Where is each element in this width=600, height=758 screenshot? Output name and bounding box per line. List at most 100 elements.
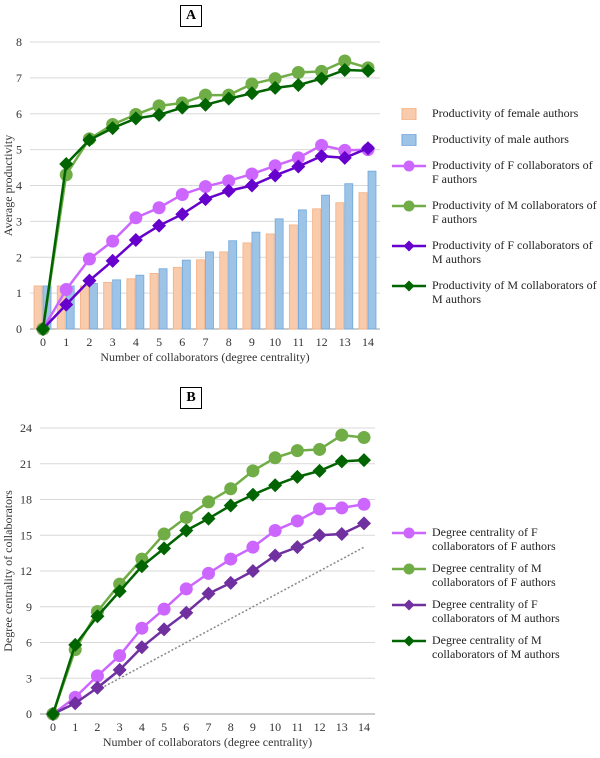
- x-tick-label: 13: [336, 720, 348, 734]
- data-point: [313, 502, 327, 516]
- bar: [205, 251, 214, 330]
- bar: [242, 242, 252, 330]
- data-point: [361, 141, 375, 156]
- legend-item: Degree centrality of M collaborators of …: [392, 561, 597, 589]
- data-point: [90, 680, 105, 695]
- y-tick-label: 1: [16, 286, 22, 300]
- x-tick-label: 14: [362, 335, 374, 349]
- data-point: [357, 431, 371, 445]
- legend-label: Degree centrality of F collaborators of …: [432, 525, 556, 553]
- x-tick-label: 14: [358, 720, 370, 734]
- bar: [321, 194, 330, 330]
- legend-marker: [403, 599, 415, 611]
- x-tick-label: 0: [50, 720, 56, 734]
- bar: [219, 251, 229, 330]
- legend-swatch: [401, 134, 417, 146]
- x-tick-label: 4: [133, 335, 139, 349]
- x-tick-label: 7: [206, 720, 212, 734]
- data-point: [105, 121, 120, 136]
- legend-swatch: [401, 108, 417, 120]
- y-tick-label: 5: [16, 143, 22, 157]
- data-point: [335, 428, 349, 442]
- data-point: [224, 552, 238, 566]
- x-tick-label: 5: [161, 720, 167, 734]
- bar: [158, 268, 168, 330]
- legend-marker: [403, 635, 415, 647]
- legend-swatch: [392, 599, 426, 611]
- x-tick-label: 9: [250, 720, 256, 734]
- data-point: [199, 88, 212, 102]
- legend-marker: [403, 200, 415, 212]
- data-point: [157, 602, 171, 616]
- y-tick-label: 0: [26, 707, 32, 721]
- data-point: [314, 71, 329, 86]
- bar: [358, 192, 368, 330]
- legend-label: Productivity of M collaborators of M aut…: [432, 278, 597, 306]
- bar: [112, 279, 122, 330]
- x-tick-label: 12: [314, 720, 326, 734]
- legend-marker: [403, 563, 415, 575]
- data-point: [315, 64, 329, 78]
- bar: [344, 183, 354, 330]
- legend-marker: [403, 160, 415, 172]
- bar: [149, 272, 159, 330]
- data-point: [201, 586, 216, 601]
- legend-swatch: [392, 527, 426, 539]
- data-point: [106, 234, 120, 248]
- data-point: [313, 442, 327, 456]
- data-point: [59, 168, 73, 182]
- legend-item: Degree centrality of F collaborators of …: [392, 525, 597, 553]
- data-point: [338, 54, 352, 68]
- legend-swatch: [392, 160, 426, 172]
- data-point: [201, 511, 216, 526]
- bar: [274, 218, 284, 330]
- data-point: [128, 233, 143, 248]
- series: [36, 62, 375, 336]
- x-tick-label: 8: [228, 720, 234, 734]
- y-tick-label: 18: [20, 493, 32, 507]
- legend-label: Productivity of M collaborators of F aut…: [432, 198, 597, 226]
- legend-label: Productivity of male authors: [432, 132, 569, 146]
- data-point: [157, 622, 172, 637]
- data-point: [224, 482, 238, 496]
- data-point: [152, 99, 166, 113]
- legend-swatch: [392, 240, 426, 252]
- data-point: [334, 527, 349, 542]
- legend-b: Degree centrality of F collaborators of …: [392, 525, 597, 669]
- data-point: [179, 605, 194, 620]
- data-point: [128, 111, 143, 126]
- data-point: [290, 469, 305, 484]
- data-point: [105, 253, 120, 268]
- data-point: [290, 444, 304, 458]
- data-point: [338, 143, 352, 157]
- data-point: [113, 649, 127, 663]
- data-point: [244, 178, 259, 193]
- x-tick-label: 11: [292, 720, 304, 734]
- data-point: [202, 566, 215, 580]
- data-point: [268, 80, 283, 95]
- x-tick-label: 2: [86, 335, 92, 349]
- data-point: [357, 497, 371, 511]
- series: [36, 141, 375, 336]
- data-point: [315, 138, 329, 152]
- legend-marker: [403, 280, 415, 292]
- data-point: [222, 174, 236, 188]
- data-point: [157, 527, 171, 541]
- x-tick-label: 9: [249, 335, 255, 349]
- data-point: [82, 132, 97, 147]
- legend-item: Productivity of M collaborators of F aut…: [392, 198, 597, 226]
- data-point: [245, 167, 259, 181]
- data-point: [291, 151, 305, 165]
- x-tick-label: 6: [179, 335, 185, 349]
- x-tick-label: 2: [94, 720, 100, 734]
- legend-label: Productivity of F collaborators of M aut…: [432, 238, 593, 266]
- data-point: [152, 218, 167, 233]
- data-point: [112, 584, 127, 599]
- data-point: [291, 65, 305, 79]
- y-tick-label: 4: [16, 179, 22, 193]
- legend-item: Degree centrality of F collaborators of …: [392, 597, 597, 625]
- bar: [103, 281, 113, 330]
- x-tick-label: 10: [269, 720, 281, 734]
- panel-label-b: B: [180, 387, 202, 409]
- reference-line: [97, 546, 365, 691]
